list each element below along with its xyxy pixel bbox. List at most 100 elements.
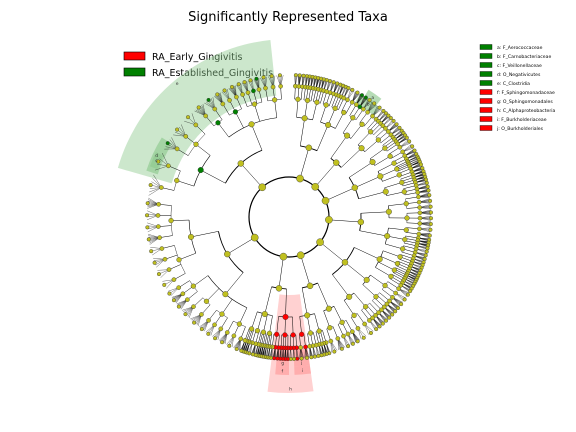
clade-shade-i: [294, 365, 311, 375]
clade-letter-g: g: [281, 361, 284, 366]
node-order-0-1-3: [272, 97, 278, 103]
node-family-8-0-3-1: [180, 291, 186, 297]
node-leaf-0-1-1-2: [229, 84, 234, 89]
key-swatch-f: [479, 89, 493, 95]
branch-class-0-0: [200, 169, 226, 184]
key-swatch-g: [479, 98, 493, 104]
node-leaf-5-0-3-2: [408, 289, 413, 294]
key-label-d: d: O_Negativicutes: [497, 72, 541, 78]
branch-order-4-1-1: [387, 235, 405, 240]
node-family-0-1-1-0: [220, 101, 226, 107]
node-leaf-8-0-2-0: [192, 320, 197, 325]
node-class-5-0: [376, 256, 383, 263]
node-leaf-0-1-2-1: [242, 80, 247, 85]
node-family-0-1-3-1: [270, 84, 276, 90]
node-leaf-2-1-1-1: [394, 122, 399, 127]
branch-order-7-1-1: [263, 314, 268, 333]
node-leaf-7-0-0-1: [291, 356, 296, 361]
node-leaf-2-0-1-0: [372, 101, 377, 106]
branch-order-1-1-2: [335, 112, 345, 129]
node-class-hub-6: [306, 282, 314, 290]
node-order-1-1-1: [332, 105, 338, 111]
node-family-4-0-0-2: [417, 205, 422, 210]
node-phylum-0: [258, 183, 267, 192]
node-order-4-1-1: [402, 236, 408, 243]
node-order-8-0-3: [190, 283, 196, 289]
node-family-8-1-1-0: [157, 235, 162, 240]
node-family-8-0-3-2: [176, 285, 181, 290]
node-leaf-5-2-1-0: [368, 330, 373, 335]
node-phylum-4: [325, 215, 333, 224]
node-class-5-2: [346, 293, 353, 300]
node-leaf-5-1-1-1: [393, 309, 398, 314]
branch-order-0-1-2: [254, 104, 260, 122]
node-class-4-1: [384, 233, 391, 240]
node-order-0-0-1: [193, 141, 199, 147]
node-class-7-1: [261, 311, 268, 318]
node-class-4-0: [385, 208, 392, 215]
legend-label-1: RA_Established_Gingivitis: [152, 68, 273, 79]
clade-letters: e dc ab h ji gf: [155, 82, 374, 392]
node-leaf-0-1-1-0: [215, 92, 220, 97]
node-leaf-0-1-3-2: [277, 73, 282, 78]
node-leaf-2-1-0-2: [386, 113, 391, 118]
legend-swatch-0: [123, 51, 146, 61]
key-label-f: f: F_Sphingomonadaceae: [497, 90, 555, 96]
branch-order-6-1-2: [299, 316, 302, 335]
node-leaf-2-0-0-0: [359, 93, 364, 98]
key-label-j: j: O_Burkholderiales: [496, 126, 544, 132]
node-leaf-2-0-1-1: [377, 105, 382, 110]
node-order-3-0-0: [382, 145, 388, 151]
node-family-3-0-1-0: [397, 144, 403, 150]
node-family-8-0-0-1: [231, 333, 237, 339]
node-class-1-1: [325, 121, 332, 128]
node-leaf-8-0-1-1: [206, 331, 211, 336]
node-leaf-4-0-1-0: [428, 210, 433, 215]
branch-order-4-1-2: [385, 243, 403, 250]
node-leaf-0-1-3-1: [269, 74, 274, 79]
node-leaf-1-0-0-2: [301, 73, 306, 78]
node-phylum-8: [250, 233, 259, 242]
node-family-6-1-2-0: [303, 344, 308, 350]
node-leaf-8-0-1-2: [199, 327, 204, 332]
node-order-5-0-1: [394, 260, 401, 267]
node-leaf-8-0-0-2: [220, 340, 225, 345]
node-leaf-3-2-1-2: [426, 188, 431, 193]
node-phylum-6: [296, 251, 305, 260]
branch-order-3-2-0: [384, 182, 402, 188]
node-family-5-2-1-1: [355, 326, 361, 331]
key-swatch-h: [479, 107, 493, 113]
clade-shade-f: [275, 366, 289, 375]
node-family-8-0-1-1: [212, 322, 217, 328]
node-leaf-4-0-0-2: [428, 204, 433, 209]
branch-phylum-8: [227, 237, 255, 255]
node-leaf-5-2-1-1: [361, 335, 366, 340]
node-leaf-5-1-0-1: [402, 297, 407, 302]
node-family-5-0-3-2: [398, 282, 404, 288]
clade-letter-a: a: [371, 96, 374, 101]
node-class-hub-8: [224, 250, 231, 258]
node-class-hub-0: [237, 160, 245, 167]
node-leaf-4-1-0-1: [427, 233, 432, 238]
node-leaf-8-0-0-1: [227, 343, 232, 348]
group-legend: RA_Early_Gingivitis RA_Established_Gingiv…: [123, 51, 273, 79]
node-family-0-0-0-0: [159, 185, 164, 190]
node-leaf-3-1-0-0: [412, 148, 417, 153]
node-family-5-1-0-2: [390, 295, 395, 300]
node-class-hub-5: [341, 259, 349, 266]
node-leaf-2-1-0-1: [383, 111, 388, 116]
node-order-8-1-0: [176, 257, 182, 263]
node-family-8-0-3-0: [185, 297, 190, 302]
branch-class-3-1: [354, 176, 381, 188]
node-class-7-0: [282, 313, 289, 320]
branch-class-5-2: [332, 274, 350, 298]
branch-order-0-0-0: [176, 180, 194, 187]
node-leaf-8-1-0-1: [156, 272, 161, 277]
node-leaf-5-1-1-3: [387, 315, 392, 320]
node-leaf-1-0-0-0: [293, 73, 298, 78]
node-family-1-1-2-0: [345, 97, 350, 103]
branch-class-2-0: [330, 135, 348, 159]
branch-class-2-1: [341, 147, 362, 168]
node-family-7-1-3-3: [242, 338, 248, 343]
